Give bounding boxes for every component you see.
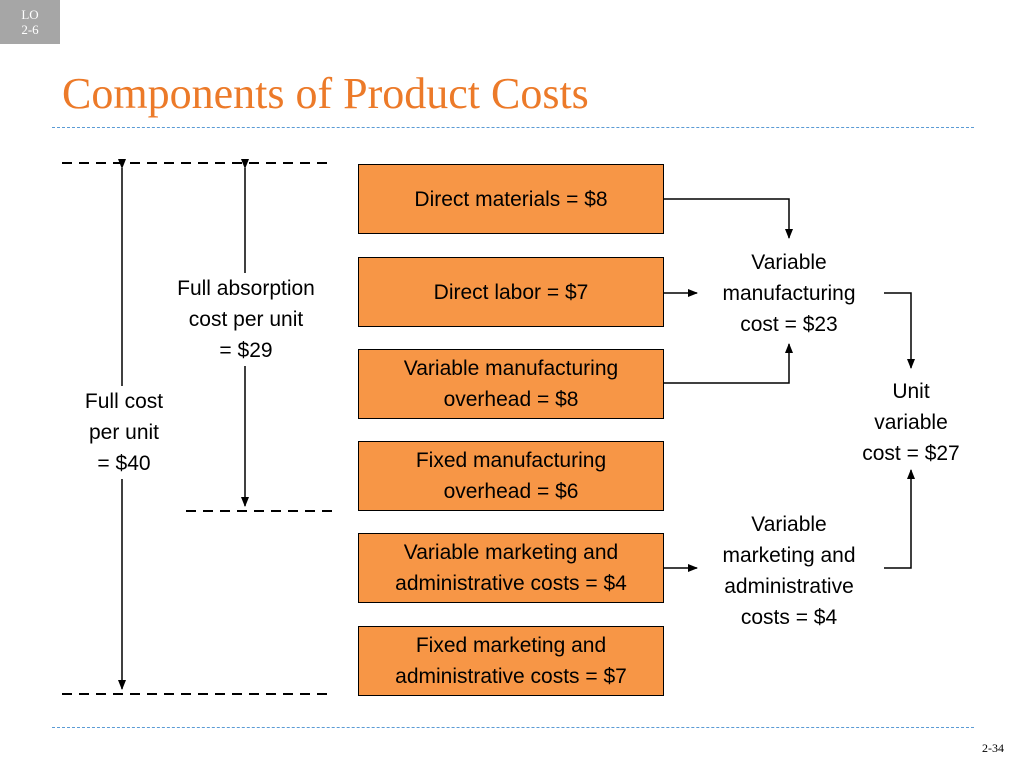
- variable-marketing-label: Variable marketing and administrative co…: [722, 513, 856, 629]
- lo-badge-line1: LO: [21, 7, 39, 22]
- materials-connector: [664, 198, 793, 239]
- full-absorption-label: Full absorption cost per unit = $29: [150, 273, 342, 366]
- var-mkt-to-unit-connector: [884, 469, 915, 569]
- lo-badge: LO 2-6: [0, 0, 60, 44]
- overhead-connector: [664, 343, 793, 384]
- var-mfg-to-unit-connector: [884, 292, 915, 369]
- footer-divider: [52, 727, 974, 728]
- fixed-mfg-overhead-box: Fixed manufacturing overhead = $6: [358, 441, 664, 511]
- title-divider: [52, 127, 974, 128]
- page-title: Components of Product Costs: [62, 69, 589, 118]
- direct-labor-box: Direct labor = $7: [358, 257, 664, 327]
- variable-mkt-admin-box: Variable marketing and administrative co…: [358, 533, 664, 603]
- variable-manufacturing-label: Variable manufacturing cost = $23: [722, 251, 856, 336]
- page-number: 2-34: [982, 741, 1004, 755]
- full-cost-label: Full cost per unit = $40: [54, 386, 194, 479]
- lo-badge-line2: 2-6: [21, 22, 39, 37]
- direct-materials-box: Direct materials = $8: [358, 164, 664, 234]
- variable-mfg-overhead-box: Variable manufacturing overhead = $8: [358, 349, 664, 419]
- fixed-mkt-admin-box: Fixed marketing and administrative costs…: [358, 626, 664, 696]
- unit-variable-label: Unit variable cost = $27: [862, 380, 960, 465]
